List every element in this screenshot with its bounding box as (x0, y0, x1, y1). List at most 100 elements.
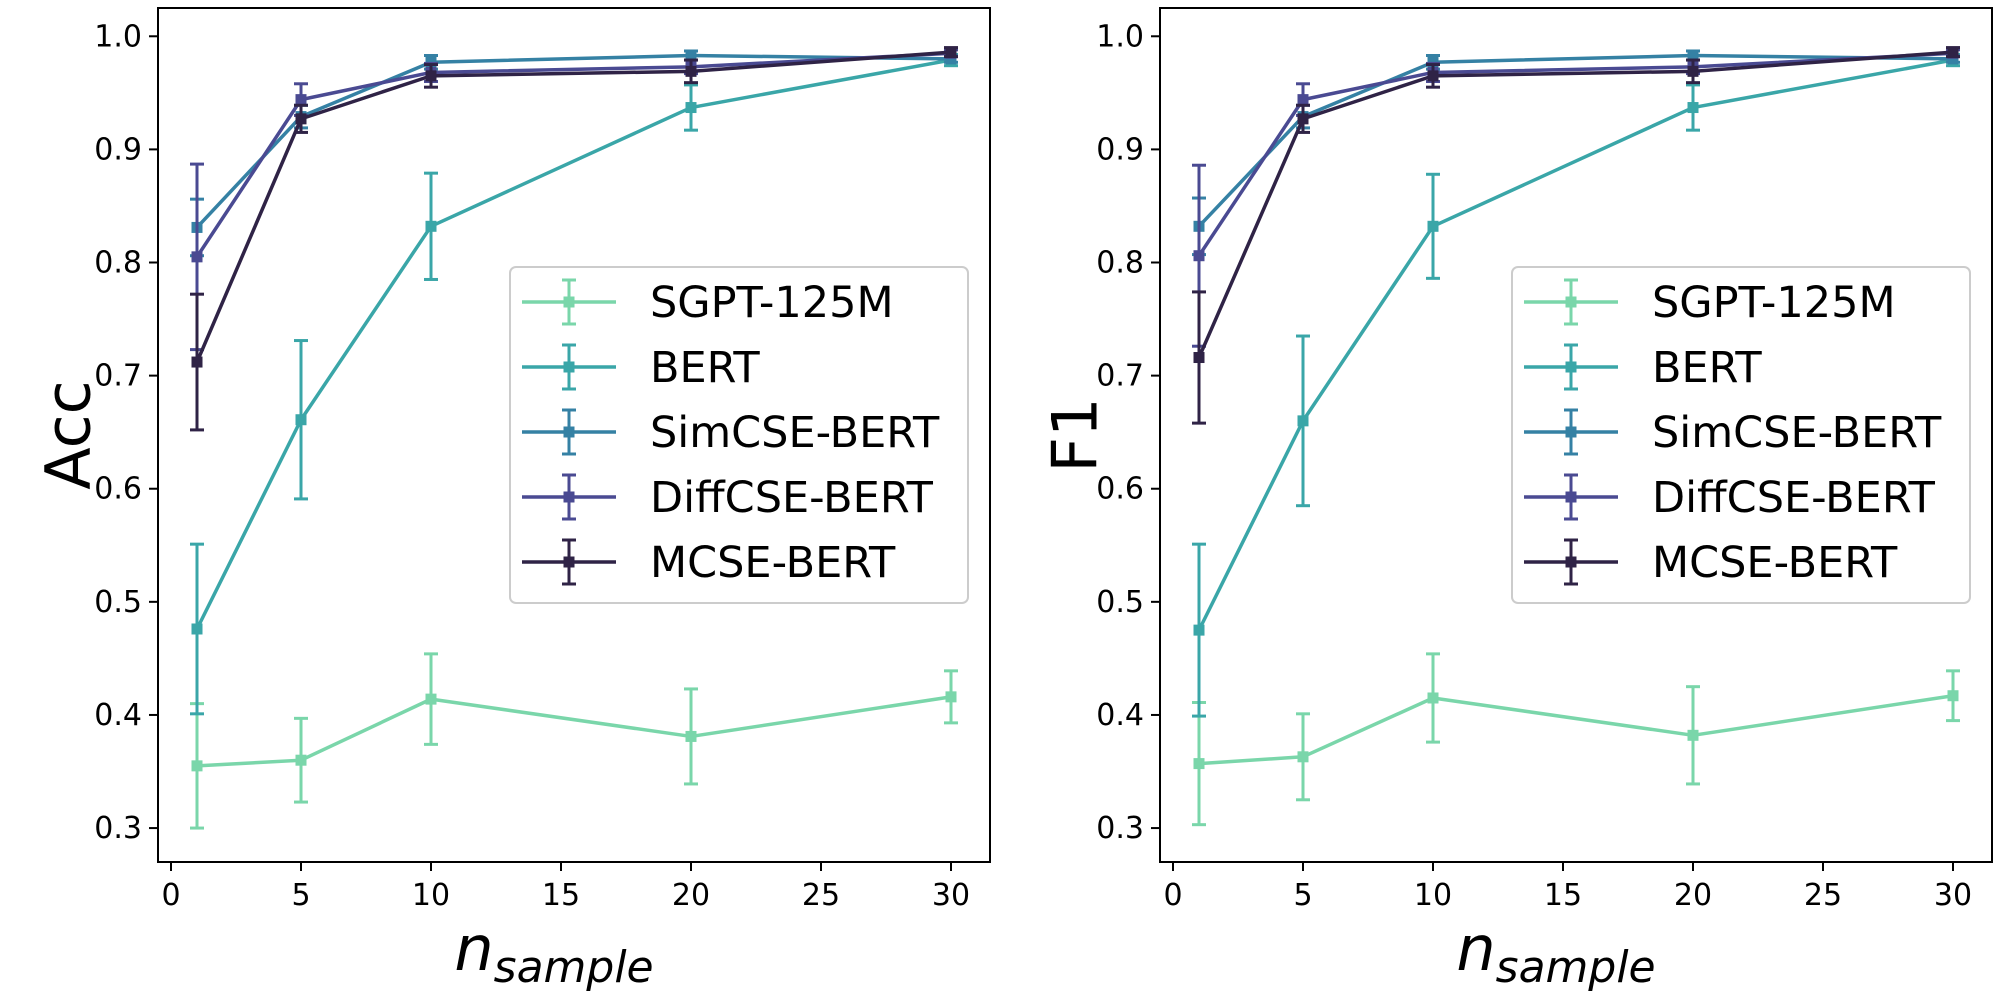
data-point (425, 70, 437, 82)
y-tick-label: 1.0 (1096, 19, 1144, 54)
data-point (295, 94, 307, 106)
chart-panel-1: 0 5 10 15 20 25 30 0.3 0.4 0.5 0.6 0.7 0.8 0.9 1.0 Acc n… (32, 7, 991, 993)
data-point (685, 50, 697, 62)
data-point (1947, 690, 1959, 702)
plot-frame (1159, 7, 1993, 863)
x-tick-label: 10 (1414, 878, 1452, 913)
plot-frame (157, 7, 991, 863)
legend-label: SimCSE-BERT (1652, 408, 1942, 458)
y-tick-label: 0.7 (1096, 359, 1144, 394)
data-point (685, 102, 697, 114)
x-axis-label: nsample (1456, 912, 1655, 993)
x-tick-label: 20 (1674, 878, 1712, 913)
x-axis-label-main: n (1456, 912, 1495, 985)
data-point (1687, 102, 1699, 114)
data-point (1947, 53, 1959, 65)
legend-label: SGPT-125M (650, 278, 894, 328)
series-BERT (190, 52, 958, 716)
data-point (191, 356, 203, 368)
data-point (945, 46, 957, 58)
series-SGPT-125M (1192, 652, 1960, 827)
legend-entry: DiffCSE-BERT (1524, 473, 1936, 523)
legend-label: BERT (1652, 343, 1762, 393)
data-point (1297, 415, 1309, 427)
series-MCSE-BERT (1192, 46, 1960, 425)
y-tick-label: 0.9 (1096, 132, 1144, 167)
data-point (191, 760, 203, 772)
chart-panel-2: 0 5 10 15 20 25 30 0.3 0.4 0.5 0.6 0.7 0.8 0.9 1.0 F1 ns… (1039, 7, 1993, 993)
legend-marker (1565, 491, 1577, 503)
x-tick-label: 5 (291, 878, 310, 913)
legend-marker (563, 426, 575, 438)
series-line (1197, 51, 1954, 257)
data-point (295, 414, 307, 426)
x-tick-label: 10 (412, 878, 450, 913)
y-tick-label: 0.3 (1096, 811, 1144, 846)
legend-marker (563, 361, 575, 373)
data-point (945, 691, 957, 703)
series-MCSE-BERT (190, 46, 958, 432)
series-BERT (1192, 52, 1960, 718)
y-tick-label: 0.4 (94, 698, 142, 733)
data-point (1427, 220, 1439, 232)
legend-label: SGPT-125M (1652, 278, 1896, 328)
series-line (195, 51, 952, 258)
data-point (191, 251, 203, 263)
y-tick-label: 0.3 (94, 811, 142, 846)
data-point (1297, 94, 1309, 106)
x-tick-label: 25 (1804, 878, 1842, 913)
legend-label: SimCSE-BERT (650, 408, 940, 458)
legend-marker (1565, 361, 1577, 373)
data-point (1687, 729, 1699, 741)
legend-marker (1565, 556, 1577, 568)
data-point (295, 113, 307, 125)
y-tick-label: 0.6 (1096, 472, 1144, 507)
x-tick-label: 30 (1934, 878, 1972, 913)
y-tick-label: 0.6 (94, 472, 142, 507)
y-axis-label: F1 (1039, 397, 1112, 472)
legend-marker (1565, 296, 1577, 308)
legend-marker (1565, 426, 1577, 438)
legend-marker (563, 491, 575, 503)
legend-entry: SimCSE-BERT (522, 408, 940, 458)
legend-entry: SimCSE-BERT (1524, 408, 1942, 458)
legend: SGPT-125M BERT SimCSE-BERT DiffCSE-BERT MCSE… (1511, 266, 1971, 604)
series-line (1198, 693, 1954, 766)
data-point (1193, 352, 1205, 364)
y-tick-label: 0.5 (1096, 585, 1144, 620)
y-tick-label: 1.0 (94, 19, 142, 54)
legend-marker (563, 556, 575, 568)
series-line (196, 695, 952, 768)
data-point (425, 220, 437, 232)
legend-label: DiffCSE-BERT (1652, 473, 1936, 523)
data-point (1193, 758, 1205, 770)
legend-label: MCSE-BERT (1652, 538, 1898, 588)
data-point (1687, 50, 1699, 62)
data-point (1193, 250, 1205, 262)
x-axis-label-subscript: sample (1496, 942, 1656, 993)
y-tick-label: 0.4 (1096, 698, 1144, 733)
x-tick-label: 20 (672, 878, 710, 913)
series-SGPT-125M (190, 652, 958, 830)
y-tick-label: 0.9 (94, 132, 142, 167)
x-tick-label: 30 (932, 878, 970, 913)
data-point (425, 693, 437, 705)
x-axis-label-subscript: sample (494, 942, 654, 993)
x-tick-label: 5 (1293, 878, 1312, 913)
x-tick-label: 25 (802, 878, 840, 913)
legend-label: MCSE-BERT (650, 538, 896, 588)
data-point (1427, 692, 1439, 704)
x-tick-label: 15 (542, 878, 580, 913)
data-point (1687, 65, 1699, 77)
y-tick-label: 0.8 (94, 246, 142, 281)
data-point (685, 730, 697, 742)
x-axis-label-main: n (454, 912, 493, 985)
y-tick-label: 0.5 (94, 585, 142, 620)
legend: SGPT-125M BERT SimCSE-BERT DiffCSE-BERT MCSE… (509, 266, 969, 604)
x-axis-label: nsample (454, 912, 653, 993)
legend-entry: SGPT-125M (1524, 278, 1896, 328)
legend-entry: MCSE-BERT (522, 538, 896, 588)
data-point (1297, 113, 1309, 125)
data-point (1193, 624, 1205, 636)
